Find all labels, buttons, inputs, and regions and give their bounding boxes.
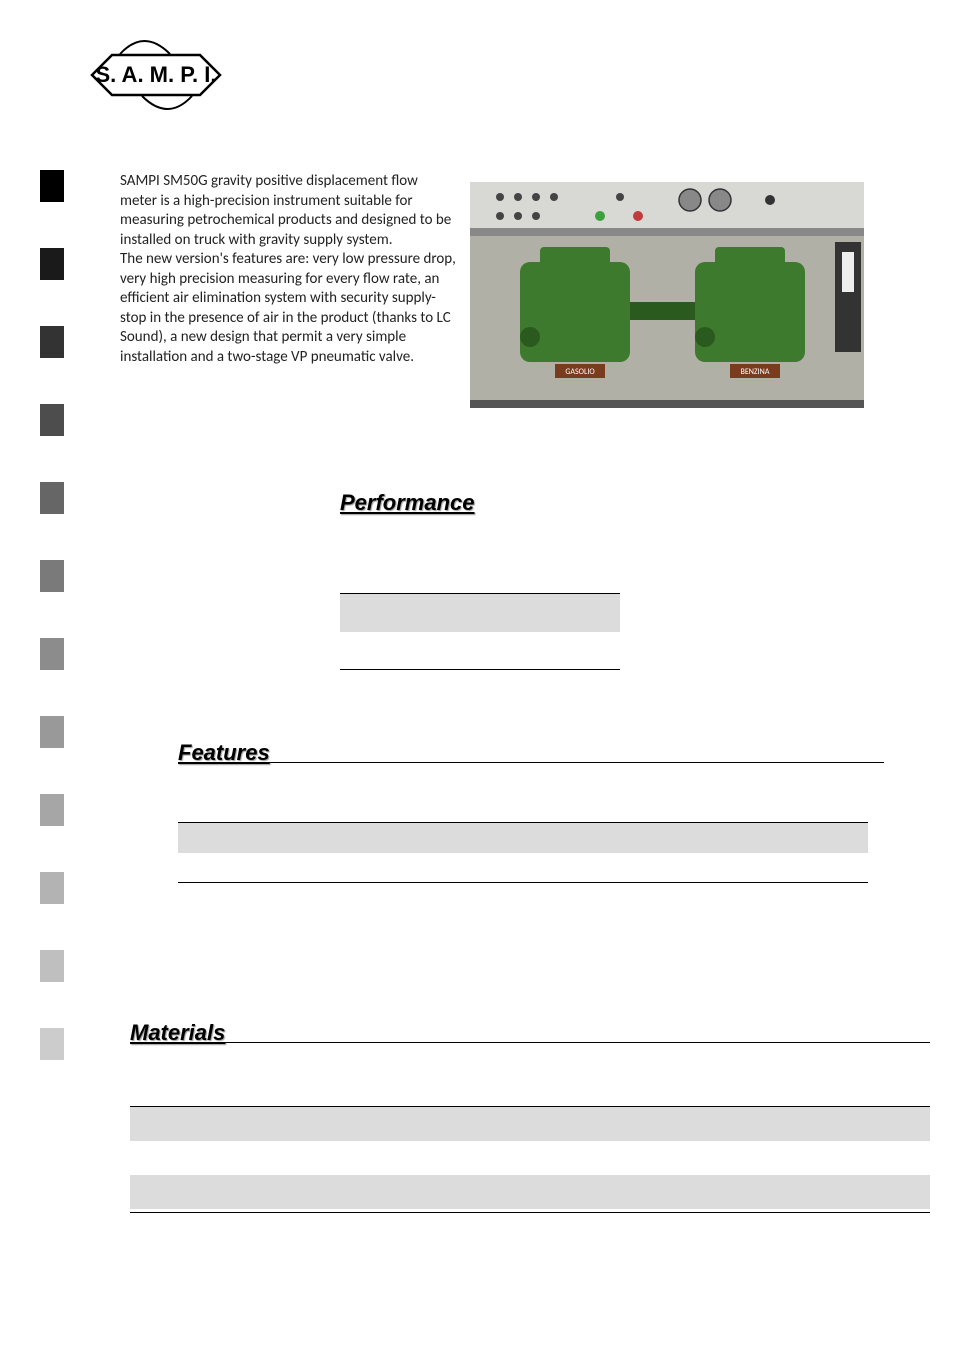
features-section: Features <box>178 740 884 883</box>
sidebar-block <box>40 248 64 280</box>
table-row <box>340 556 620 594</box>
heading-underline <box>130 1042 930 1043</box>
table-row <box>130 1175 930 1209</box>
features-table <box>178 793 868 883</box>
sidebar-block <box>40 638 64 670</box>
table-row <box>340 594 620 632</box>
sidebar-block <box>40 482 64 514</box>
svg-text:BENZINA: BENZINA <box>741 367 770 377</box>
table-row <box>130 1107 930 1141</box>
performance-heading: Performance <box>340 490 620 516</box>
table-row <box>130 1209 930 1213</box>
table-row <box>130 1141 930 1175</box>
performance-section: Performance <box>340 490 620 670</box>
sidebar-block <box>40 872 64 904</box>
sidebar-block <box>40 404 64 436</box>
svg-text:GASOLIO: GASOLIO <box>565 367 595 377</box>
sidebar-block <box>40 950 64 982</box>
sidebar-block <box>40 170 64 202</box>
table-row <box>130 1073 930 1107</box>
sidebar-decoration <box>40 170 64 1106</box>
table-row <box>178 793 868 823</box>
sidebar-block <box>40 716 64 748</box>
intro-paragraph: SAMPI SM50G gravity positive displacemen… <box>120 172 456 367</box>
product-photo: GASOLIO BENZINA <box>470 182 864 408</box>
company-logo: S. A. M. P. I. <box>72 20 240 135</box>
sidebar-block <box>40 326 64 358</box>
table-row <box>340 632 620 670</box>
table-row <box>178 853 868 883</box>
materials-section: Materials <box>130 1020 930 1213</box>
sampi-logo-svg: S. A. M. P. I. <box>72 20 240 130</box>
sidebar-block <box>40 1028 64 1060</box>
sidebar-block <box>40 560 64 592</box>
heading-underline <box>178 762 884 763</box>
performance-table <box>340 556 620 670</box>
svg-text:S. A. M. P. I.: S. A. M. P. I. <box>95 62 216 87</box>
materials-table <box>130 1073 930 1213</box>
table-row <box>178 823 868 853</box>
sidebar-block <box>40 794 64 826</box>
